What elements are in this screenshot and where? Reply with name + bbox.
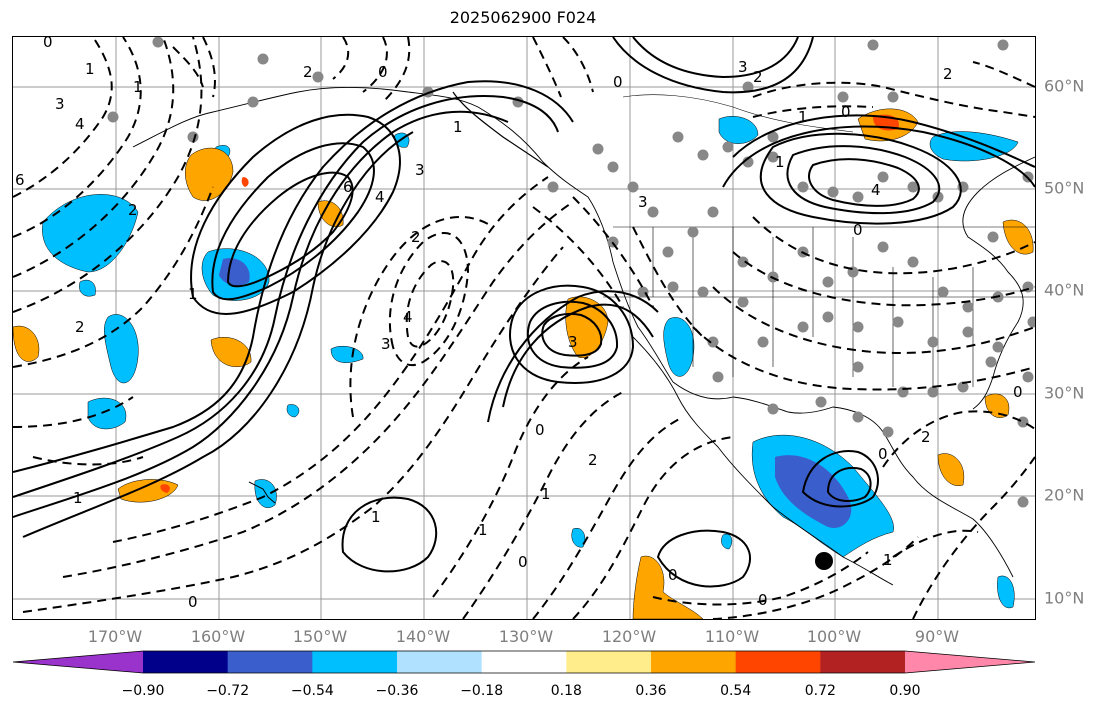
contour-label: 2	[303, 63, 313, 81]
contour-label: 0	[668, 566, 678, 584]
lat-label-20n: 20°N	[1044, 485, 1085, 505]
contour-label: 1	[73, 489, 83, 507]
contour-label: 2	[943, 65, 953, 83]
contour-label: 4	[871, 181, 881, 199]
contour-label: 1	[453, 118, 463, 136]
contour-label: 0	[613, 73, 623, 91]
colorbar-segment	[735, 651, 821, 673]
contour-label: 3	[568, 333, 578, 351]
colorbar-outline	[12, 650, 1036, 674]
contour-label: 0	[535, 421, 545, 439]
lon-label-120w: 120°W	[601, 627, 657, 646]
plot-title: 2025062900 F024	[449, 8, 597, 27]
colorbar-segment	[651, 651, 737, 673]
contour-label: 3	[55, 95, 65, 113]
contour-label: 0	[43, 37, 53, 51]
contour-label: 0	[878, 445, 888, 463]
contour-label: 2	[411, 228, 421, 246]
colorbar-tick-label: 0.90	[889, 683, 921, 699]
contour-label: 1	[478, 521, 488, 539]
colorbar-tick-label: 0.72	[804, 683, 836, 699]
contour-label: 1	[133, 78, 143, 96]
contour-label: 0	[758, 591, 768, 609]
colorbar-segment	[312, 651, 398, 673]
contour-label: 2	[588, 451, 598, 469]
contour-label: 4	[375, 188, 385, 206]
contour-label: 6	[343, 178, 353, 196]
map-canvas: 0 1 3 4 6 2 2 1 0 3 4 3 1 2 1 0 1 0 0 3 …	[13, 37, 1035, 619]
contour-label: 2	[128, 201, 138, 219]
contour-label: 3	[738, 58, 748, 76]
contour-label: 0	[853, 221, 863, 239]
lat-label-10n: 10°N	[1044, 588, 1085, 608]
colorbar	[12, 650, 1036, 674]
colorbar-tick-label: −0.54	[290, 683, 334, 699]
contour-label: 0	[188, 593, 198, 611]
lon-label-150w: 150°W	[292, 627, 348, 646]
contour-label: 1	[188, 285, 198, 303]
anomaly-shading	[13, 108, 1034, 619]
colorbar-extend-low	[13, 651, 143, 673]
colorbar-tick-label: 0.36	[635, 683, 667, 699]
contour-label: 3	[415, 161, 425, 179]
colorbar-extend-high	[905, 651, 1035, 673]
colorbar-tick-label: −0.72	[206, 683, 250, 699]
contours-negative	[13, 37, 1035, 619]
contour-label: 1	[85, 60, 95, 78]
colorbar-tick-label: 0.18	[550, 683, 582, 699]
contour-label: 4	[75, 115, 85, 133]
contours-positive	[13, 37, 1035, 588]
lon-label-170w: 170°W	[87, 627, 143, 646]
colorbar-segment	[566, 651, 652, 673]
contour-label: 1	[883, 551, 893, 569]
lon-label-110w: 110°W	[704, 627, 760, 646]
contour-labels: 0 1 3 4 6 2 2 1 0 3 4 3 1 2 1 0 1 0 0 3 …	[15, 37, 1023, 611]
contour-label: 0	[518, 553, 528, 571]
lon-label-100w: 100°W	[806, 627, 862, 646]
marker-dot	[815, 552, 833, 570]
contour-label: 1	[541, 485, 551, 503]
colorbar-segment	[227, 651, 313, 673]
colorbar-segment	[820, 651, 906, 673]
lon-label-140w: 140°W	[395, 627, 451, 646]
lon-label-90w: 90°W	[914, 627, 960, 646]
contour-label: 1	[775, 153, 785, 171]
colorbar-tick-label: −0.36	[375, 683, 419, 699]
contour-label: 1	[798, 108, 808, 126]
colorbar-segment	[481, 651, 567, 673]
contour-label: 0	[378, 63, 388, 81]
lon-label-130w: 130°W	[498, 627, 554, 646]
map-panel: 0 1 3 4 6 2 2 1 0 3 4 3 1 2 1 0 1 0 0 3 …	[12, 36, 1036, 620]
lat-label-50n: 50°N	[1044, 178, 1085, 198]
colorbar-tick-label: −0.90	[121, 683, 165, 699]
contour-label: 3	[638, 193, 648, 211]
colorbar-tick-label: 0.54	[720, 683, 752, 699]
contour-label: 1	[371, 508, 381, 526]
contour-label: 0	[841, 103, 851, 121]
colorbar-segment	[397, 651, 483, 673]
lat-label-40n: 40°N	[1044, 280, 1085, 300]
colorbar-tick-label: −0.18	[460, 683, 504, 699]
contour-label: 4	[403, 308, 413, 326]
station-dots	[107, 37, 1035, 508]
contour-label: 2	[753, 68, 763, 86]
colorbar-segment	[143, 651, 229, 673]
lon-label-160w: 160°W	[190, 627, 246, 646]
lat-label-60n: 60°N	[1044, 76, 1085, 96]
contour-label: 2	[921, 428, 931, 446]
contour-label: 2	[75, 318, 85, 336]
contour-label: 0	[1013, 383, 1023, 401]
lat-label-30n: 30°N	[1044, 383, 1085, 403]
contour-label: 3	[381, 335, 391, 353]
contour-label: 6	[15, 171, 25, 189]
